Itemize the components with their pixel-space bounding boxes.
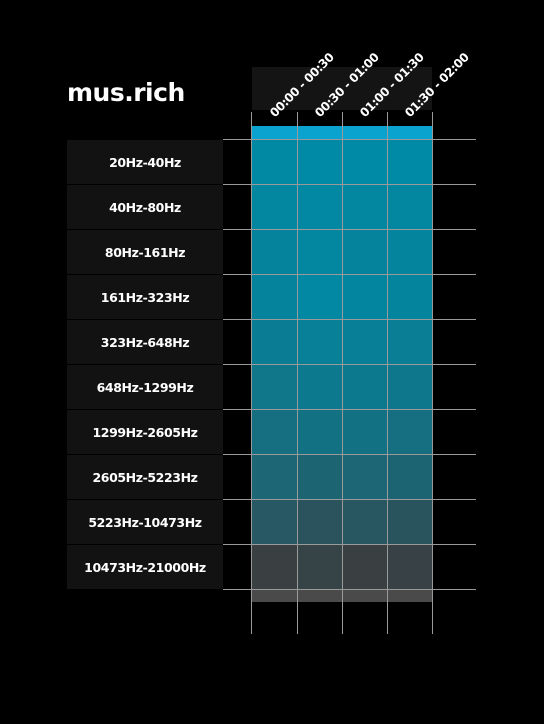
heatmap-cell	[252, 454, 297, 499]
grid-line-horizontal	[223, 589, 476, 590]
row-label: 2605Hz-5223Hz	[92, 469, 198, 485]
row-label: 161Hz-323Hz	[100, 289, 190, 305]
heatmap-cell	[342, 454, 387, 499]
row-label-background	[67, 410, 223, 454]
heatmap-cell	[342, 409, 387, 454]
row-label: 323Hz-648Hz	[100, 334, 190, 350]
heatmap-cell	[387, 409, 432, 454]
heatmap-cell	[387, 319, 432, 364]
row-label-background	[67, 455, 223, 499]
row-label-background	[67, 545, 223, 589]
heatmap-cell	[297, 319, 342, 364]
row-label: 80Hz-161Hz	[104, 244, 186, 260]
heatmap-cell	[342, 544, 387, 589]
heatmap-cell	[342, 364, 387, 409]
grid-line-vertical	[342, 112, 343, 634]
grid-line-horizontal	[223, 184, 476, 185]
grid-line-horizontal	[223, 499, 476, 500]
row-label: 1299Hz-2605Hz	[92, 424, 198, 440]
heatmap-cell	[387, 139, 432, 184]
row-label: 40Hz-80Hz	[109, 199, 181, 215]
grid-line-vertical	[251, 112, 252, 634]
heatmap-cell	[297, 499, 342, 544]
row-label: 5223Hz-10473Hz	[88, 514, 202, 530]
heatmap-cell	[342, 184, 387, 229]
row-label-background	[67, 500, 223, 544]
heatmap-cell	[387, 274, 432, 319]
row-label-background	[67, 185, 223, 229]
row-label: 648Hz-1299Hz	[96, 379, 194, 395]
grid-line-horizontal	[223, 319, 476, 320]
heatmap-cell	[342, 319, 387, 364]
heatmap-cell	[387, 229, 432, 274]
grid-line-horizontal	[223, 274, 476, 275]
grid-line-horizontal	[223, 409, 476, 410]
row-label-background	[67, 365, 223, 409]
heatmap-cell	[297, 229, 342, 274]
heatmap-cell	[342, 229, 387, 274]
grid-line-horizontal	[223, 229, 476, 230]
heatmap-cell	[297, 454, 342, 499]
grid-line-horizontal	[223, 139, 476, 140]
heatmap-cell	[387, 544, 432, 589]
heatmap-cell	[342, 274, 387, 319]
heatmap-cell	[252, 319, 297, 364]
heatmap-cell	[252, 229, 297, 274]
column-header-background	[252, 67, 432, 110]
row-label: 20Hz-40Hz	[109, 154, 181, 170]
heatmap-cell	[387, 499, 432, 544]
heatmap-cell	[297, 409, 342, 454]
heatmap-cell	[297, 184, 342, 229]
heatmap-cell	[297, 274, 342, 319]
heatmap-cell	[387, 454, 432, 499]
chart-title: mus.rich	[67, 78, 185, 107]
heatmap-cell	[297, 139, 342, 184]
row-label-background	[67, 275, 223, 319]
heatmap-cell	[252, 364, 297, 409]
heatmap-cell	[387, 364, 432, 409]
heatmap-cell	[297, 364, 342, 409]
grid-line-horizontal	[223, 544, 476, 545]
grid-line-horizontal	[223, 364, 476, 365]
heatmap-cell	[387, 184, 432, 229]
heatmap-cell	[252, 544, 297, 589]
grid-line-vertical	[432, 112, 433, 634]
heatmap-cell	[252, 409, 297, 454]
heatmap-cell	[252, 184, 297, 229]
row-label-background	[67, 230, 223, 274]
grid-line-vertical	[297, 112, 298, 634]
heatmap-cell	[252, 139, 297, 184]
row-label: 10473Hz-21000Hz	[84, 559, 206, 575]
row-label-background	[67, 140, 223, 184]
grid-line-horizontal	[223, 454, 476, 455]
heatmap-cell	[342, 499, 387, 544]
grid-line-vertical	[387, 112, 388, 634]
row-label-background	[67, 320, 223, 364]
heatmap-cell	[252, 274, 297, 319]
heatmap-cell	[252, 499, 297, 544]
heatmap-cell	[342, 139, 387, 184]
heatmap-cell	[297, 544, 342, 589]
